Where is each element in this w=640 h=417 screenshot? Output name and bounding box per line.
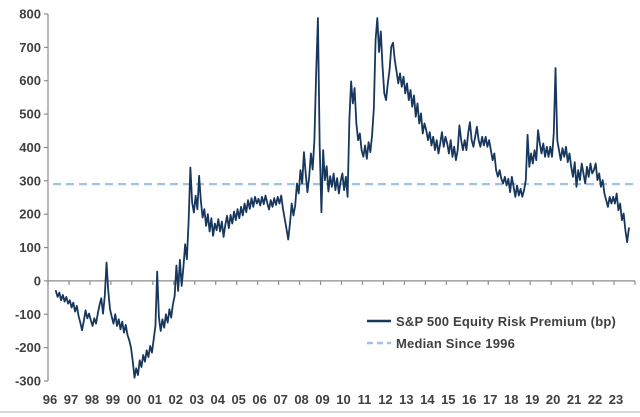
svg-text:05: 05: [231, 392, 245, 407]
svg-text:700: 700: [19, 40, 41, 55]
svg-text:16: 16: [462, 392, 476, 407]
svg-text:100: 100: [19, 240, 41, 255]
svg-text:0: 0: [34, 273, 41, 288]
svg-text:18: 18: [504, 392, 518, 407]
legend-median-label: Median Since 1996: [396, 335, 516, 351]
svg-text:-300: -300: [15, 374, 41, 389]
svg-text:07: 07: [273, 392, 287, 407]
svg-text:800: 800: [19, 7, 41, 22]
svg-text:600: 600: [19, 73, 41, 88]
svg-text:13: 13: [399, 392, 413, 407]
svg-text:300: 300: [19, 173, 41, 188]
svg-text:23: 23: [609, 392, 623, 407]
svg-text:11: 11: [358, 392, 372, 407]
median-line-sample-icon: [367, 341, 391, 345]
svg-text:01: 01: [148, 392, 162, 407]
svg-text:97: 97: [64, 392, 78, 407]
svg-text:22: 22: [588, 392, 602, 407]
svg-text:98: 98: [85, 392, 99, 407]
svg-text:09: 09: [315, 392, 329, 407]
window-bottom-edge: [0, 411, 640, 413]
svg-text:08: 08: [294, 392, 308, 407]
svg-text:19: 19: [525, 392, 539, 407]
svg-text:10: 10: [336, 392, 350, 407]
legend-item-median: Median Since 1996: [366, 334, 616, 352]
legend-series-label: S&P 500 Equity Risk Premium (bp): [396, 313, 616, 329]
svg-text:00: 00: [127, 392, 141, 407]
svg-text:06: 06: [252, 392, 266, 407]
svg-text:04: 04: [210, 392, 225, 407]
svg-text:500: 500: [19, 107, 41, 122]
svg-text:400: 400: [19, 140, 41, 155]
svg-text:-200: -200: [15, 340, 41, 355]
svg-text:15: 15: [441, 392, 455, 407]
chart-legend: S&P 500 Equity Risk Premium (bp) Median …: [366, 312, 616, 352]
svg-text:02: 02: [169, 392, 183, 407]
svg-text:17: 17: [483, 392, 497, 407]
svg-text:12: 12: [378, 392, 392, 407]
svg-text:21: 21: [567, 392, 581, 407]
svg-text:96: 96: [43, 392, 57, 407]
legend-item-series: S&P 500 Equity Risk Premium (bp): [366, 312, 616, 330]
svg-text:99: 99: [106, 392, 120, 407]
svg-text:-100: -100: [15, 307, 41, 322]
svg-text:20: 20: [546, 392, 560, 407]
svg-text:200: 200: [19, 207, 41, 222]
series-line-sample-icon: [367, 319, 391, 323]
svg-text:03: 03: [190, 392, 204, 407]
svg-text:14: 14: [420, 392, 435, 407]
